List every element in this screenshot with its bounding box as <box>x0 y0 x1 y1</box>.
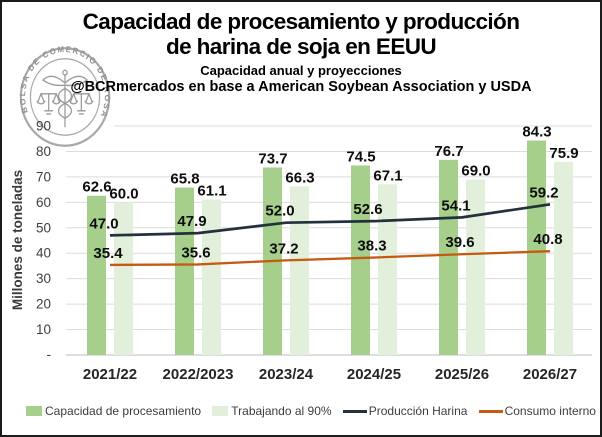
bar-trabajando-90 <box>114 202 133 355</box>
data-label-produccion: 47.9 <box>177 213 206 230</box>
data-label-trabajando: 67.1 <box>373 167 402 184</box>
bar-capacidad <box>87 195 106 355</box>
scale-right-icon <box>69 93 94 115</box>
data-label-produccion: 52.0 <box>265 203 294 220</box>
data-label-consumo: 38.3 <box>357 238 386 255</box>
y-axis-title: Millones de toneladas <box>10 170 25 310</box>
data-label-trabajando: 75.9 <box>549 145 578 162</box>
bar-capacidad <box>439 159 458 355</box>
legend-swatch-produccion <box>342 409 367 413</box>
legend-item-produccion: Producción Harina <box>342 404 468 418</box>
data-label-trabajando: 69.0 <box>461 162 490 179</box>
y-tick-label: 50 <box>36 220 51 235</box>
data-label-produccion: 52.6 <box>353 201 382 218</box>
x-tick-label: 2021/22 <box>83 366 137 383</box>
bar-trabajando-90 <box>202 199 221 355</box>
legend-label-consumo: Consumo interno <box>504 404 596 418</box>
x-tick-label: 2023/24 <box>259 366 314 383</box>
bar-trabajando-90 <box>378 184 397 355</box>
data-label-trabajando: 66.3 <box>285 169 314 186</box>
legend: Capacidad de procesamiento Trabajando al… <box>26 404 596 418</box>
scale-left-icon <box>36 93 61 115</box>
y-tick-label: 30 <box>36 271 51 286</box>
data-label-capacidad: 74.5 <box>346 148 375 165</box>
y-tick-label: 70 <box>36 169 51 184</box>
x-tick-label: 2026/27 <box>523 366 577 383</box>
y-tick-label: 10 <box>36 322 51 337</box>
data-label-produccion: 59.2 <box>529 184 558 201</box>
chart-title-line2: de harina de soja en EEUU <box>165 34 437 59</box>
legend-label-trabajando: Trabajando al 90% <box>231 404 332 418</box>
data-label-capacidad: 76.7 <box>434 143 463 160</box>
bar-capacidad <box>351 165 370 355</box>
x-tick-label: 2024/25 <box>347 366 401 383</box>
y-tick-label: 20 <box>36 297 51 312</box>
bar-trabajando-90 <box>466 179 485 355</box>
caduceus-icon <box>41 69 89 128</box>
line-produccion-harina <box>109 203 551 237</box>
legend-swatch-consumo <box>478 409 503 413</box>
chart-title-line1: Capacidad de procesamiento y producción <box>82 9 520 34</box>
data-label-consumo: 37.2 <box>269 240 298 257</box>
data-label-trabajando: 60.0 <box>109 185 138 202</box>
legend-item-trabajando: Trabajando al 90% <box>212 404 332 418</box>
data-label-produccion: 54.1 <box>441 197 470 214</box>
legend-label-capacidad: Capacidad de procesamiento <box>45 404 202 418</box>
bar-capacidad <box>527 140 546 355</box>
x-tick-label: 2025/26 <box>435 366 489 383</box>
y-tick-label: 80 <box>36 144 51 159</box>
line-consumo-interno <box>109 250 551 267</box>
data-label-consumo: 35.6 <box>181 244 210 261</box>
y-tick-label: 60 <box>36 195 51 210</box>
chart-subtitle: Capacidad anual y proyecciones <box>200 63 402 78</box>
bar-capacidad <box>175 187 194 355</box>
data-label-capacidad: 62.6 <box>82 179 111 196</box>
x-tick-label: 2022/2023 <box>163 366 234 383</box>
bcr-rosario-logo: BOLSA DE COMERCIO DE ROSARIO <box>17 44 111 147</box>
data-label-consumo: 39.6 <box>445 234 474 251</box>
bar-trabajando-90 <box>554 161 573 355</box>
data-label-capacidad: 65.8 <box>170 171 199 188</box>
y-tick-label: 40 <box>36 246 51 261</box>
y-tick-label: 90 <box>36 119 51 134</box>
legend-swatch-trabajando <box>212 406 229 416</box>
legend-swatch-capacidad <box>26 406 42 416</box>
data-label-capacidad: 73.7 <box>258 150 287 167</box>
data-label-consumo: 35.4 <box>93 245 123 262</box>
legend-item-capacidad: Capacidad de procesamiento <box>26 404 201 418</box>
chart-attribution: @BCRmercados en base a American Soybean … <box>70 79 532 95</box>
legend-item-consumo: Consumo interno <box>478 404 596 418</box>
data-label-consumo: 40.8 <box>533 231 562 248</box>
data-label-capacidad: 84.3 <box>522 124 551 141</box>
legend-label-produccion: Producción Harina <box>368 404 468 418</box>
data-label-trabajando: 61.1 <box>197 183 226 200</box>
y-tick-zero-label: - <box>47 347 52 362</box>
chart-header: Capacidad de procesamiento y producción … <box>2 9 600 95</box>
data-label-produccion: 47.0 <box>89 215 118 232</box>
bar-trabajando-90 <box>290 186 309 355</box>
